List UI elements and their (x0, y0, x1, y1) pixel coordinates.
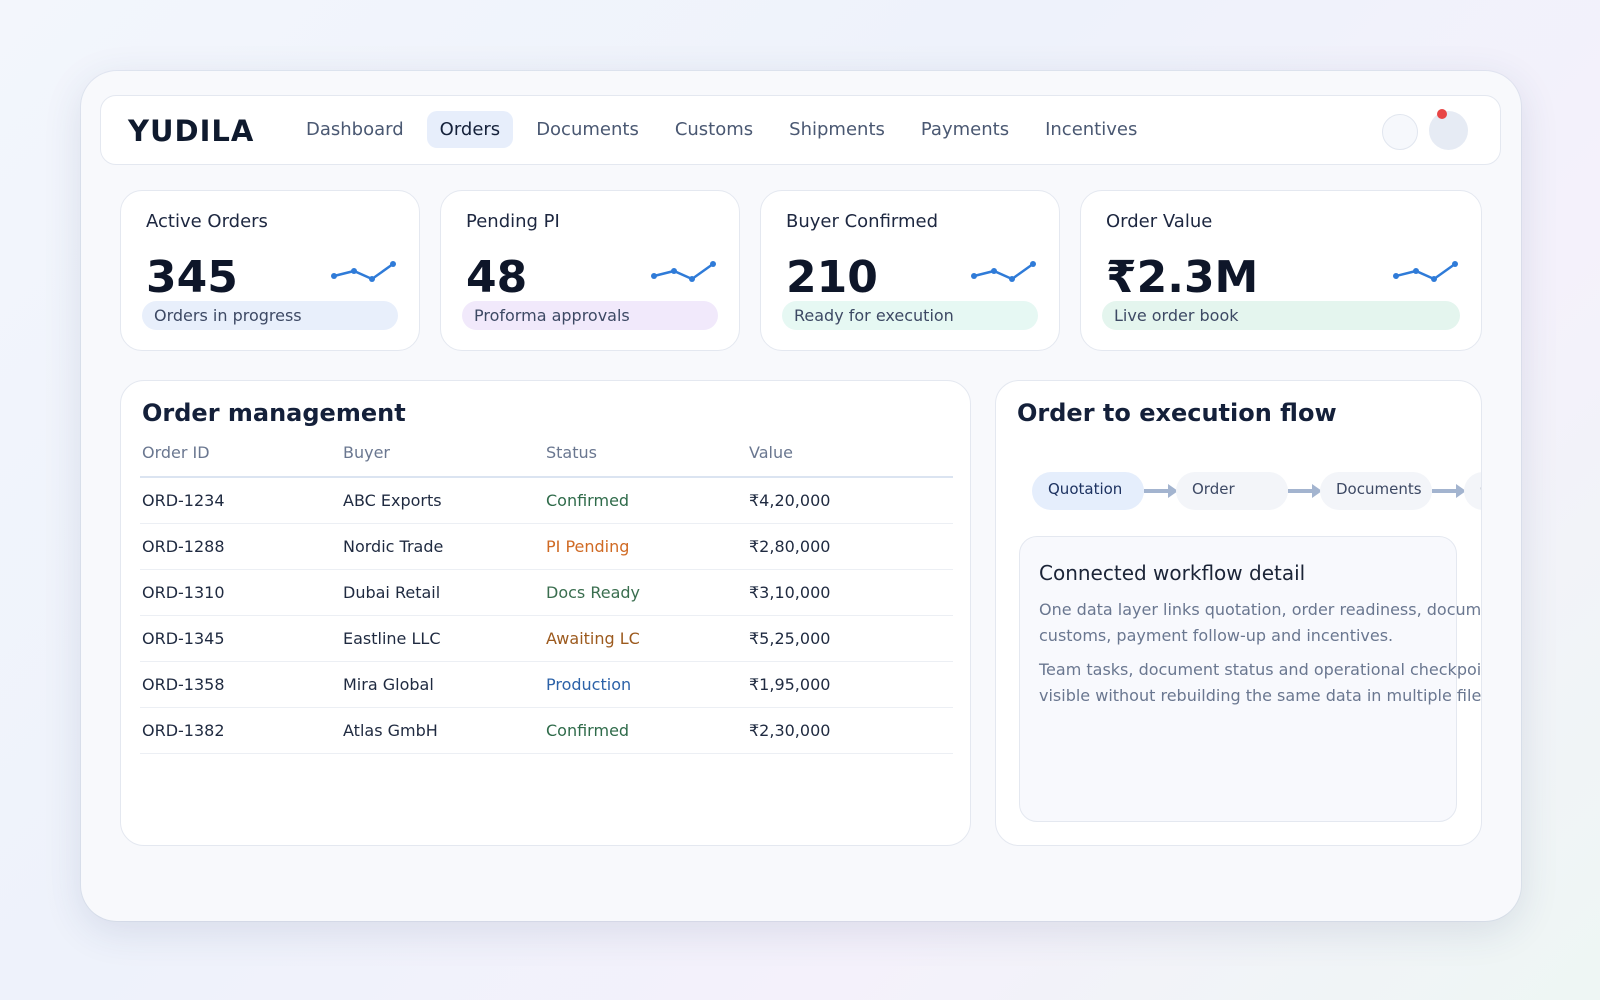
order-status: PI Pending (546, 537, 630, 556)
kpi-value: ₹2.3M (1106, 252, 1259, 303)
workflow-detail-card: Connected workflow detail One data layer… (1019, 536, 1481, 822)
table-row[interactable]: ORD-1382 Atlas GmbH Confirmed ₹2,30,000 (140, 708, 953, 754)
execution-flow-panel: Order to execution flow Quotation Order … (995, 380, 1482, 846)
kpi-caption: Live order book (1102, 301, 1460, 330)
nav-item-payments[interactable]: Payments (920, 119, 1010, 140)
kpi-caption: Orders in progress (142, 301, 398, 330)
column-header-order-id[interactable]: Order ID (142, 443, 210, 462)
top-navigation-bar: YUDILA Dashboard Orders Documents Custom… (100, 95, 1501, 165)
panel-title: Order to execution flow (1017, 399, 1337, 427)
order-value: ₹5,25,000 (749, 629, 831, 648)
order-value: ₹2,80,000 (749, 537, 831, 556)
bell-icon[interactable] (1382, 114, 1418, 150)
kpi-value: 345 (146, 252, 238, 303)
nav-item-incentives[interactable]: Incentives (1045, 119, 1138, 140)
kpi-value: 48 (466, 252, 528, 303)
avatar[interactable] (1429, 111, 1468, 150)
table-row[interactable]: ORD-1345 Eastline LLC Awaiting LC ₹5,25,… (140, 616, 953, 662)
kpi-value: 210 (786, 252, 878, 303)
order-status: Production (546, 675, 632, 694)
order-id: ORD-1234 (142, 491, 225, 510)
nav-item-documents[interactable]: Documents (536, 119, 639, 140)
nav-item-dashboard[interactable]: Dashboard (306, 119, 404, 140)
kpi-card-active-orders[interactable]: Active Orders 345 Orders in progress (120, 190, 420, 351)
kpi-label: Pending PI (466, 211, 560, 232)
order-status: Docs Ready (546, 583, 640, 602)
arrow-right-icon (1144, 484, 1178, 498)
sparkline-icon (651, 261, 716, 282)
flow-step-order[interactable]: Order (1176, 472, 1288, 510)
order-management-panel: Order management Order ID Buyer Status V… (120, 380, 971, 846)
order-value: ₹4,20,000 (749, 491, 831, 510)
table-row[interactable]: ORD-1310 Dubai Retail Docs Ready ₹3,10,0… (140, 570, 953, 616)
buyer-name: Nordic Trade (343, 537, 444, 556)
order-id: ORD-1382 (142, 721, 225, 740)
table-header: Order ID Buyer Status Value (140, 443, 953, 478)
kpi-label: Active Orders (146, 211, 268, 232)
order-status: Confirmed (546, 491, 630, 510)
notification-dot (1437, 109, 1447, 119)
arrow-right-icon (1432, 484, 1466, 498)
buyer-name: Atlas GmbH (343, 721, 438, 740)
order-id: ORD-1358 (142, 675, 225, 694)
flow-step-quotation[interactable]: Quotation (1032, 472, 1144, 510)
table-row[interactable]: ORD-1358 Mira Global Production ₹1,95,00… (140, 662, 953, 708)
table-row[interactable]: ORD-1288 Nordic Trade PI Pending ₹2,80,0… (140, 524, 953, 570)
detail-title: Connected workflow detail (1039, 561, 1306, 585)
nav-item-customs[interactable]: Customs (674, 119, 754, 140)
buyer-name: Eastline LLC (343, 629, 441, 648)
buyer-name: Mira Global (343, 675, 434, 694)
order-value: ₹1,95,000 (749, 675, 831, 694)
flow-step-documents[interactable]: Documents (1320, 472, 1432, 510)
order-id: ORD-1310 (142, 583, 225, 602)
order-id: ORD-1288 (142, 537, 225, 556)
sparkline-icon (331, 261, 396, 282)
order-status: Awaiting LC (546, 629, 640, 648)
kpi-label: Buyer Confirmed (786, 211, 939, 232)
order-value: ₹2,30,000 (749, 721, 831, 740)
kpi-label: Order Value (1106, 211, 1213, 232)
nav-item-shipments[interactable]: Shipments (789, 119, 885, 140)
main-nav: Dashboard Orders Documents Customs Shipm… (293, 111, 1160, 148)
column-header-value[interactable]: Value (749, 443, 793, 462)
flow-step-customs[interactable]: Customs (1464, 472, 1481, 510)
kpi-card-buyer-confirmed[interactable]: Buyer Confirmed 210 Ready for execution (760, 190, 1060, 351)
panel-title: Order management (142, 399, 406, 427)
orders-table: Order ID Buyer Status Value ORD-1234 ABC… (140, 443, 953, 754)
kpi-caption: Ready for execution (782, 301, 1038, 330)
kpi-card-pending-pi[interactable]: Pending PI 48 Proforma approvals (440, 190, 740, 351)
buyer-name: Dubai Retail (343, 583, 441, 602)
order-value: ₹3,10,000 (749, 583, 831, 602)
nav-item-orders[interactable]: Orders (426, 111, 514, 148)
detail-paragraph: Team tasks, document status and operatio… (1039, 660, 1482, 705)
kpi-caption: Proforma approvals (462, 301, 718, 330)
app-window: YUDILA Dashboard Orders Documents Custom… (81, 71, 1521, 921)
table-row[interactable]: ORD-1234 ABC Exports Confirmed ₹4,20,000 (140, 478, 953, 524)
flow-steps: Quotation Order Documents Customs (1032, 472, 1481, 510)
sparkline-icon (971, 261, 1036, 282)
buyer-name: ABC Exports (343, 491, 442, 510)
arrow-right-icon (1288, 484, 1322, 498)
detail-paragraph: One data layer links quotation, order re… (1039, 600, 1482, 645)
sparkline-icon (1393, 261, 1458, 282)
order-status: Confirmed (546, 721, 630, 740)
order-id: ORD-1345 (142, 629, 225, 648)
brand-logo[interactable]: YUDILA (128, 114, 255, 148)
column-header-buyer[interactable]: Buyer (343, 443, 391, 462)
kpi-card-order-value[interactable]: Order Value ₹2.3M Live order book (1080, 190, 1482, 351)
column-header-status[interactable]: Status (546, 443, 597, 462)
